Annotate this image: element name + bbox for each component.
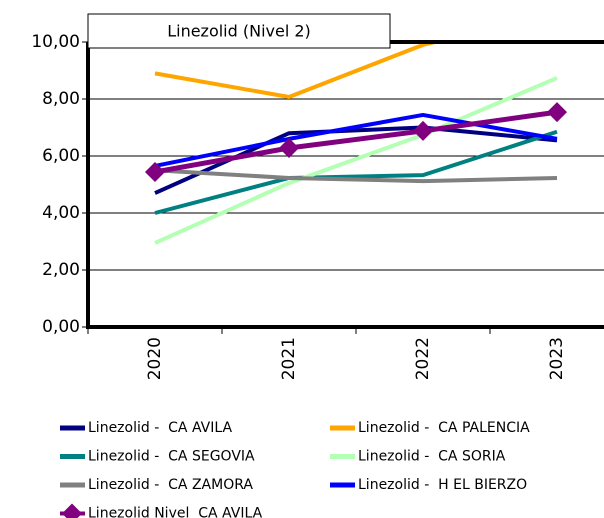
legend-label: Linezolid - CA SEGOVIA	[88, 449, 255, 465]
series-line	[154, 42, 444, 100]
marker	[279, 138, 299, 159]
legend-marker	[62, 503, 82, 518]
y-tick-label: 6,00	[42, 146, 80, 166]
title-box	[87, 13, 391, 49]
y-tick-label: 10,00	[31, 32, 80, 52]
legend: Linezolid - CA AVILA Linezolid - CA PALEN…	[60, 420, 530, 518]
x-tick-label: 2020	[145, 337, 165, 380]
series-line	[154, 129, 558, 215]
legend-label: Linezolid - H EL BIERZO	[358, 477, 527, 493]
series-line	[154, 125, 558, 195]
grid	[88, 41, 604, 328]
y-tick-label: 2,00	[42, 260, 80, 280]
y-tick-label: 0,00	[42, 317, 80, 337]
x-tick-label: 2021	[279, 337, 299, 380]
series-line	[154, 168, 558, 184]
legend-label: Linezolid - CA ZAMORA	[88, 477, 253, 493]
marker	[145, 161, 165, 182]
series-line	[154, 109, 558, 175]
chart-title: Linezolid (Nivel 2)	[167, 22, 311, 41]
legend-label: Linezolid - CA PALENCIA	[358, 420, 530, 436]
marker	[413, 120, 433, 141]
legend-label: Linezolid Nivel CA AVILA	[88, 506, 263, 518]
legend-label: Linezolid - CA AVILA	[88, 420, 232, 436]
x-tick-label: 2023	[547, 337, 567, 380]
legend-label: Linezolid - CA SORIA	[358, 449, 506, 465]
y-tick-label: 4,00	[42, 203, 80, 223]
marker	[547, 102, 567, 123]
plot	[145, 42, 567, 245]
series-line	[154, 76, 558, 245]
series-line	[154, 112, 558, 168]
y-tick-label: 8,00	[42, 89, 80, 109]
x-tick-label: 2022	[413, 337, 433, 380]
